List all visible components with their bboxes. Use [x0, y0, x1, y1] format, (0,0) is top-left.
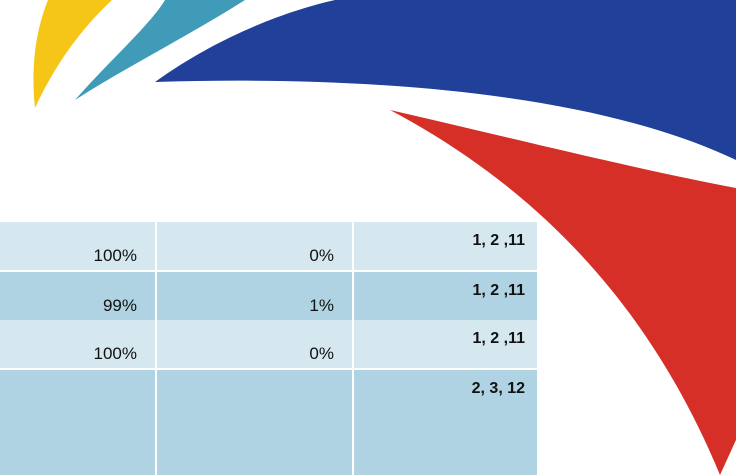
table-cell [157, 370, 352, 475]
table-cell: 1% [157, 272, 352, 320]
table-cell: 100% [0, 320, 155, 368]
page: {"table": {"rows": [["100%", "0%", "1, 2… [0, 0, 736, 475]
table-cell [0, 370, 155, 475]
table-cell: 1, 2 ,11 [354, 320, 537, 368]
table-cell: 99% [0, 272, 155, 320]
table-cell: 1, 2 ,11 [354, 272, 537, 320]
table-cell: 1, 2 ,11 [354, 222, 537, 270]
table-cell: 2, 3, 12 [354, 370, 537, 475]
yellow-swoosh [33, 0, 112, 108]
table-cell: 100% [0, 222, 155, 270]
table-cell: 0% [157, 320, 352, 368]
table-cell: 0% [157, 222, 352, 270]
